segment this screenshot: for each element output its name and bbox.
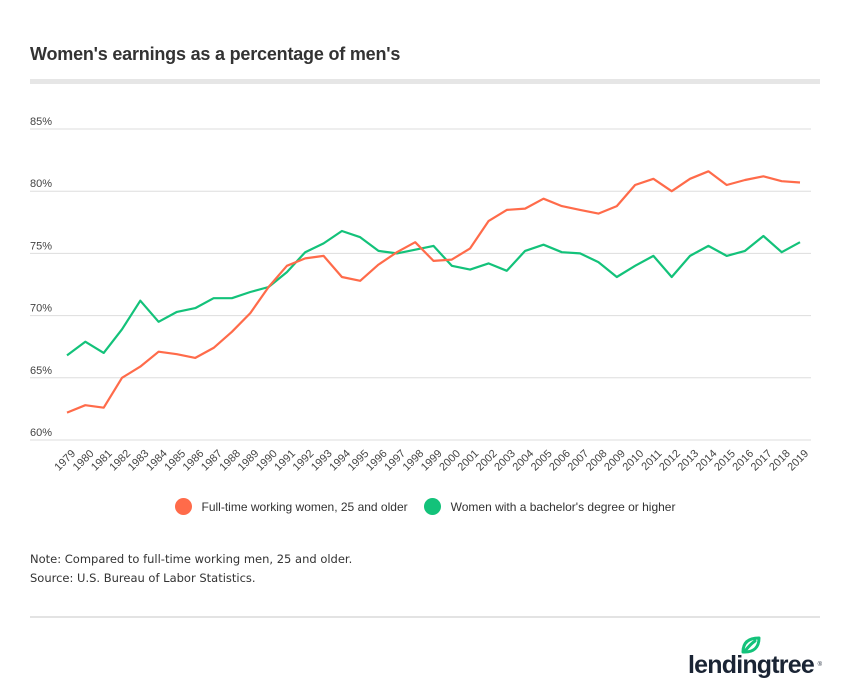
title-divider [30,79,820,84]
y-axis-ticks: 60% 65% 70% 75% 80% 85% [30,116,52,439]
logo-text: lendingtree [688,651,815,679]
notes: Note: Compared to full-time working men,… [30,550,352,588]
y-tick-label: 80% [30,178,52,190]
note-text: Note: Compared to full-time working men,… [30,552,353,566]
legend-dot-green-icon [423,498,441,515]
registered-mark: ® [817,662,822,668]
y-tick-label: 85% [30,116,52,128]
series-lines [66,170,801,414]
series-line-fulltime [66,170,801,414]
y-tick-label: 60% [30,427,52,439]
y-tick-label: 65% [30,365,52,377]
x-tick-label: 2019 [785,448,811,474]
legend-dot-orange-icon [174,498,192,515]
y-tick-label: 70% [30,303,52,315]
line-chart: 60% 65% 70% 75% 80% 85% 197919801981198219831… [30,116,811,474]
gridlines [30,128,811,441]
y-tick-label: 75% [30,240,52,252]
lendingtree-logo: lendingtree ® [688,636,822,680]
legend-label: Full-time working women, 25 and older [201,499,408,514]
series-line-bachelors [66,229,801,357]
legend-label: Women with a bachelor's degree or higher [450,499,676,514]
chart-title: Women's earnings as a percentage of men'… [30,44,401,64]
source-text: Source: U.S. Bureau of Labor Statistics. [30,571,256,585]
leaf-icon [741,636,761,654]
footer-divider [30,616,820,618]
x-axis-ticks: 1979198019811982198319841985198619871988… [52,448,811,474]
legend-item-fulltime: Full-time working women, 25 and older [174,498,408,515]
legend: Full-time working women, 25 and older Wo… [0,498,850,515]
legend-item-bachelors: Women with a bachelor's degree or higher [423,498,676,515]
